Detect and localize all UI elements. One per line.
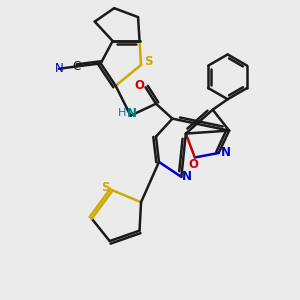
Text: N: N bbox=[127, 107, 137, 120]
Text: S: S bbox=[101, 181, 110, 194]
Text: O: O bbox=[189, 158, 199, 171]
Text: O: O bbox=[134, 79, 144, 92]
Text: S: S bbox=[144, 56, 153, 68]
Text: H: H bbox=[117, 108, 126, 118]
Text: N: N bbox=[55, 62, 63, 75]
Text: C: C bbox=[73, 60, 81, 73]
Text: N: N bbox=[221, 146, 231, 160]
Text: N: N bbox=[182, 170, 192, 183]
